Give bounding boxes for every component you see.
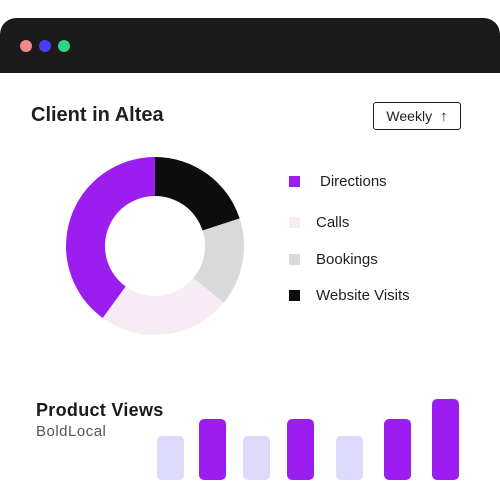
app-window: Client in Altea Weekly ↑ Directions Calls… — [0, 18, 500, 500]
period-select-button[interactable]: Weekly ↑ — [373, 102, 461, 130]
arrow-up-icon: ↑ — [440, 107, 448, 125]
donut-slice-website-visits — [155, 157, 240, 231]
legend-label: Calls — [316, 213, 350, 231]
product-views-title: Product Views — [36, 400, 164, 420]
legend-swatch — [289, 175, 300, 187]
card-title: Client in Altea — [31, 104, 164, 126]
maximize-window-button[interactable] — [58, 40, 70, 52]
bar-6 — [384, 419, 411, 480]
client-donut-chart — [66, 157, 244, 335]
bar-7 — [432, 399, 459, 480]
legend-item-website-visits: Website Visits — [289, 285, 410, 305]
legend-item-bookings: Bookings — [289, 249, 378, 269]
legend-swatch — [289, 253, 300, 265]
legend-label: Bookings — [316, 250, 378, 268]
period-select-label: Weekly — [386, 108, 433, 124]
donut-slice-directions — [66, 157, 155, 319]
bar-1 — [157, 436, 184, 480]
bar-2 — [199, 419, 226, 480]
legend-item-directions: Directions — [289, 171, 387, 191]
legend-label: Directions — [320, 172, 387, 190]
minimize-window-button[interactable] — [39, 40, 51, 52]
legend-swatch — [289, 289, 300, 301]
bar-3 — [243, 436, 270, 480]
bar-5 — [336, 436, 363, 480]
legend-swatch — [289, 216, 300, 228]
close-window-button[interactable] — [20, 40, 32, 52]
title-bar — [0, 18, 500, 73]
donut-slice-calls — [102, 277, 224, 335]
legend-label: Website Visits — [316, 286, 410, 304]
bar-4 — [287, 419, 314, 480]
legend-item-calls: Calls — [289, 212, 349, 232]
product-views-subtitle: BoldLocal — [36, 423, 107, 440]
donut-slice-bookings — [193, 218, 244, 303]
